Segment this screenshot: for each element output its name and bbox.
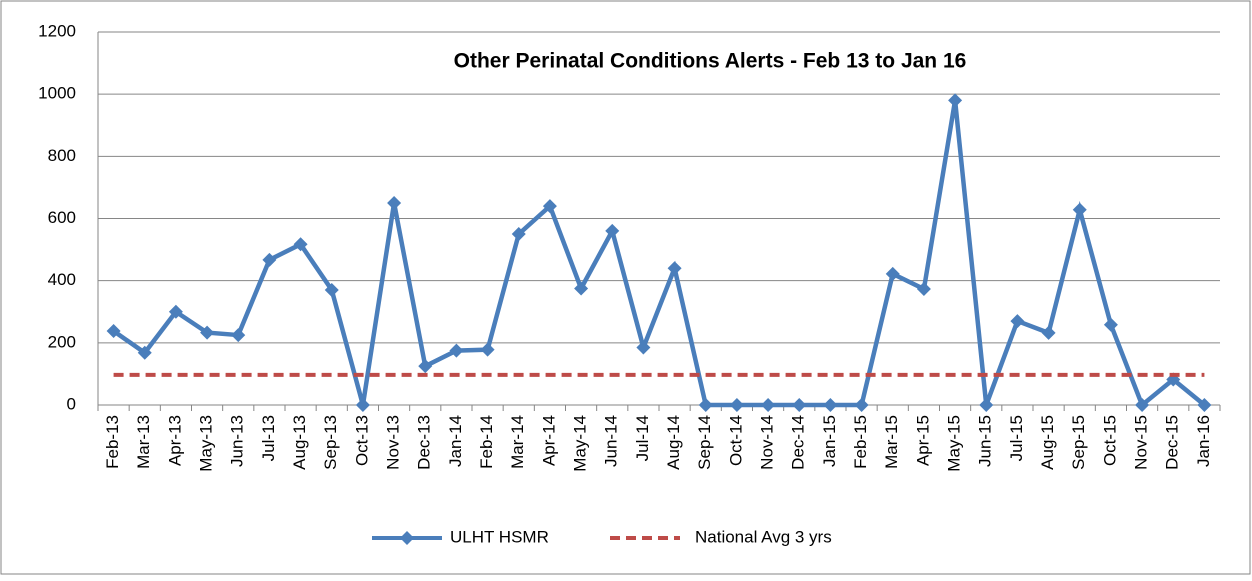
series-marker: [511, 227, 526, 242]
series-marker: [418, 359, 433, 374]
x-tick-label: Nov-13: [384, 415, 403, 470]
x-tick-label: Dec-13: [415, 415, 434, 470]
x-tick-label: Oct-14: [726, 415, 745, 466]
series-marker: [574, 281, 589, 296]
series-marker: [449, 343, 464, 358]
y-tick-label: 400: [48, 270, 76, 289]
legend-label: ULHT HSMR: [450, 527, 549, 546]
y-tick-label: 1200: [38, 21, 76, 40]
series-marker: [137, 345, 152, 360]
series-marker: [823, 398, 838, 412]
series-marker: [324, 282, 339, 297]
legend-label: National Avg 3 yrs: [695, 527, 832, 546]
x-tick-label: Dec-14: [789, 415, 808, 470]
series-marker: [293, 237, 308, 252]
series-marker: [355, 398, 370, 412]
x-tick-label: Apr-13: [165, 415, 184, 466]
x-tick-label: Sep-14: [695, 415, 714, 470]
x-tick-label: Sep-15: [1069, 415, 1088, 470]
x-tick-label: Jan-16: [1194, 415, 1213, 467]
x-tick-label: Mar-13: [134, 415, 153, 469]
x-tick-label: Apr-15: [913, 415, 932, 466]
x-tick-label: Jul-15: [1007, 415, 1026, 461]
x-tick-label: Jun-15: [976, 415, 995, 467]
chart-title: Other Perinatal Conditions Alerts - Feb …: [454, 50, 967, 73]
x-tick-label: Jun-13: [228, 415, 247, 467]
x-tick-label: Mar-15: [882, 415, 901, 469]
series-marker: [854, 398, 869, 412]
series-marker: [262, 252, 277, 267]
x-tick-label: May-14: [571, 415, 590, 472]
x-tick-label: Jan-14: [446, 415, 465, 467]
x-tick-label: Feb-15: [851, 415, 870, 469]
series-marker: [168, 304, 183, 319]
series-marker: [698, 398, 713, 412]
series-marker: [1072, 202, 1087, 217]
series-marker: [761, 398, 776, 412]
y-tick-label: 800: [48, 146, 76, 165]
series-marker: [1041, 325, 1056, 340]
y-tick-label: 0: [67, 394, 76, 413]
series-marker: [916, 282, 931, 297]
x-tick-label: Feb-14: [477, 415, 496, 469]
series-marker: [792, 398, 807, 412]
series-marker: [1103, 317, 1118, 332]
x-tick-label: May-13: [197, 415, 216, 472]
x-tick-label: Jan-15: [820, 415, 839, 467]
series-marker: [729, 398, 744, 412]
y-tick-label: 600: [48, 208, 76, 227]
x-tick-label: Oct-15: [1100, 415, 1119, 466]
series-marker: [106, 324, 121, 339]
legend-marker: [400, 531, 414, 545]
x-tick-label: Mar-14: [508, 415, 527, 469]
series-marker: [1135, 398, 1150, 412]
x-tick-label: Jul-13: [259, 415, 278, 461]
x-tick-label: Aug-13: [290, 415, 309, 470]
series-marker: [387, 195, 402, 210]
series-line: [112, 100, 1206, 409]
series-marker: [636, 340, 651, 355]
series-marker: [605, 223, 620, 238]
x-tick-label: Oct-13: [352, 415, 371, 466]
series-marker: [542, 199, 557, 214]
x-tick-label: Nov-15: [1132, 415, 1151, 470]
x-tick-label: Nov-14: [758, 415, 777, 470]
series-marker: [1197, 398, 1212, 412]
series-marker: [200, 325, 215, 340]
series-marker: [667, 261, 682, 276]
x-tick-label: Jun-14: [602, 415, 621, 467]
x-tick-label: Apr-14: [539, 415, 558, 466]
x-tick-label: Aug-14: [664, 415, 683, 470]
series-marker: [480, 342, 495, 357]
series-marker: [231, 328, 246, 343]
x-tick-label: Aug-15: [1038, 415, 1057, 470]
x-tick-label: Feb-13: [103, 415, 122, 469]
x-tick-label: Jul-14: [633, 415, 652, 461]
x-tick-label: May-15: [945, 415, 964, 472]
series-marker: [1010, 314, 1025, 329]
y-tick-label: 200: [48, 332, 76, 351]
series-marker: [948, 93, 963, 108]
series-marker: [885, 266, 900, 281]
x-tick-label: Sep-13: [321, 415, 340, 470]
series-marker: [979, 398, 994, 412]
x-tick-label: Dec-15: [1163, 415, 1182, 470]
y-tick-label: 1000: [38, 84, 76, 103]
